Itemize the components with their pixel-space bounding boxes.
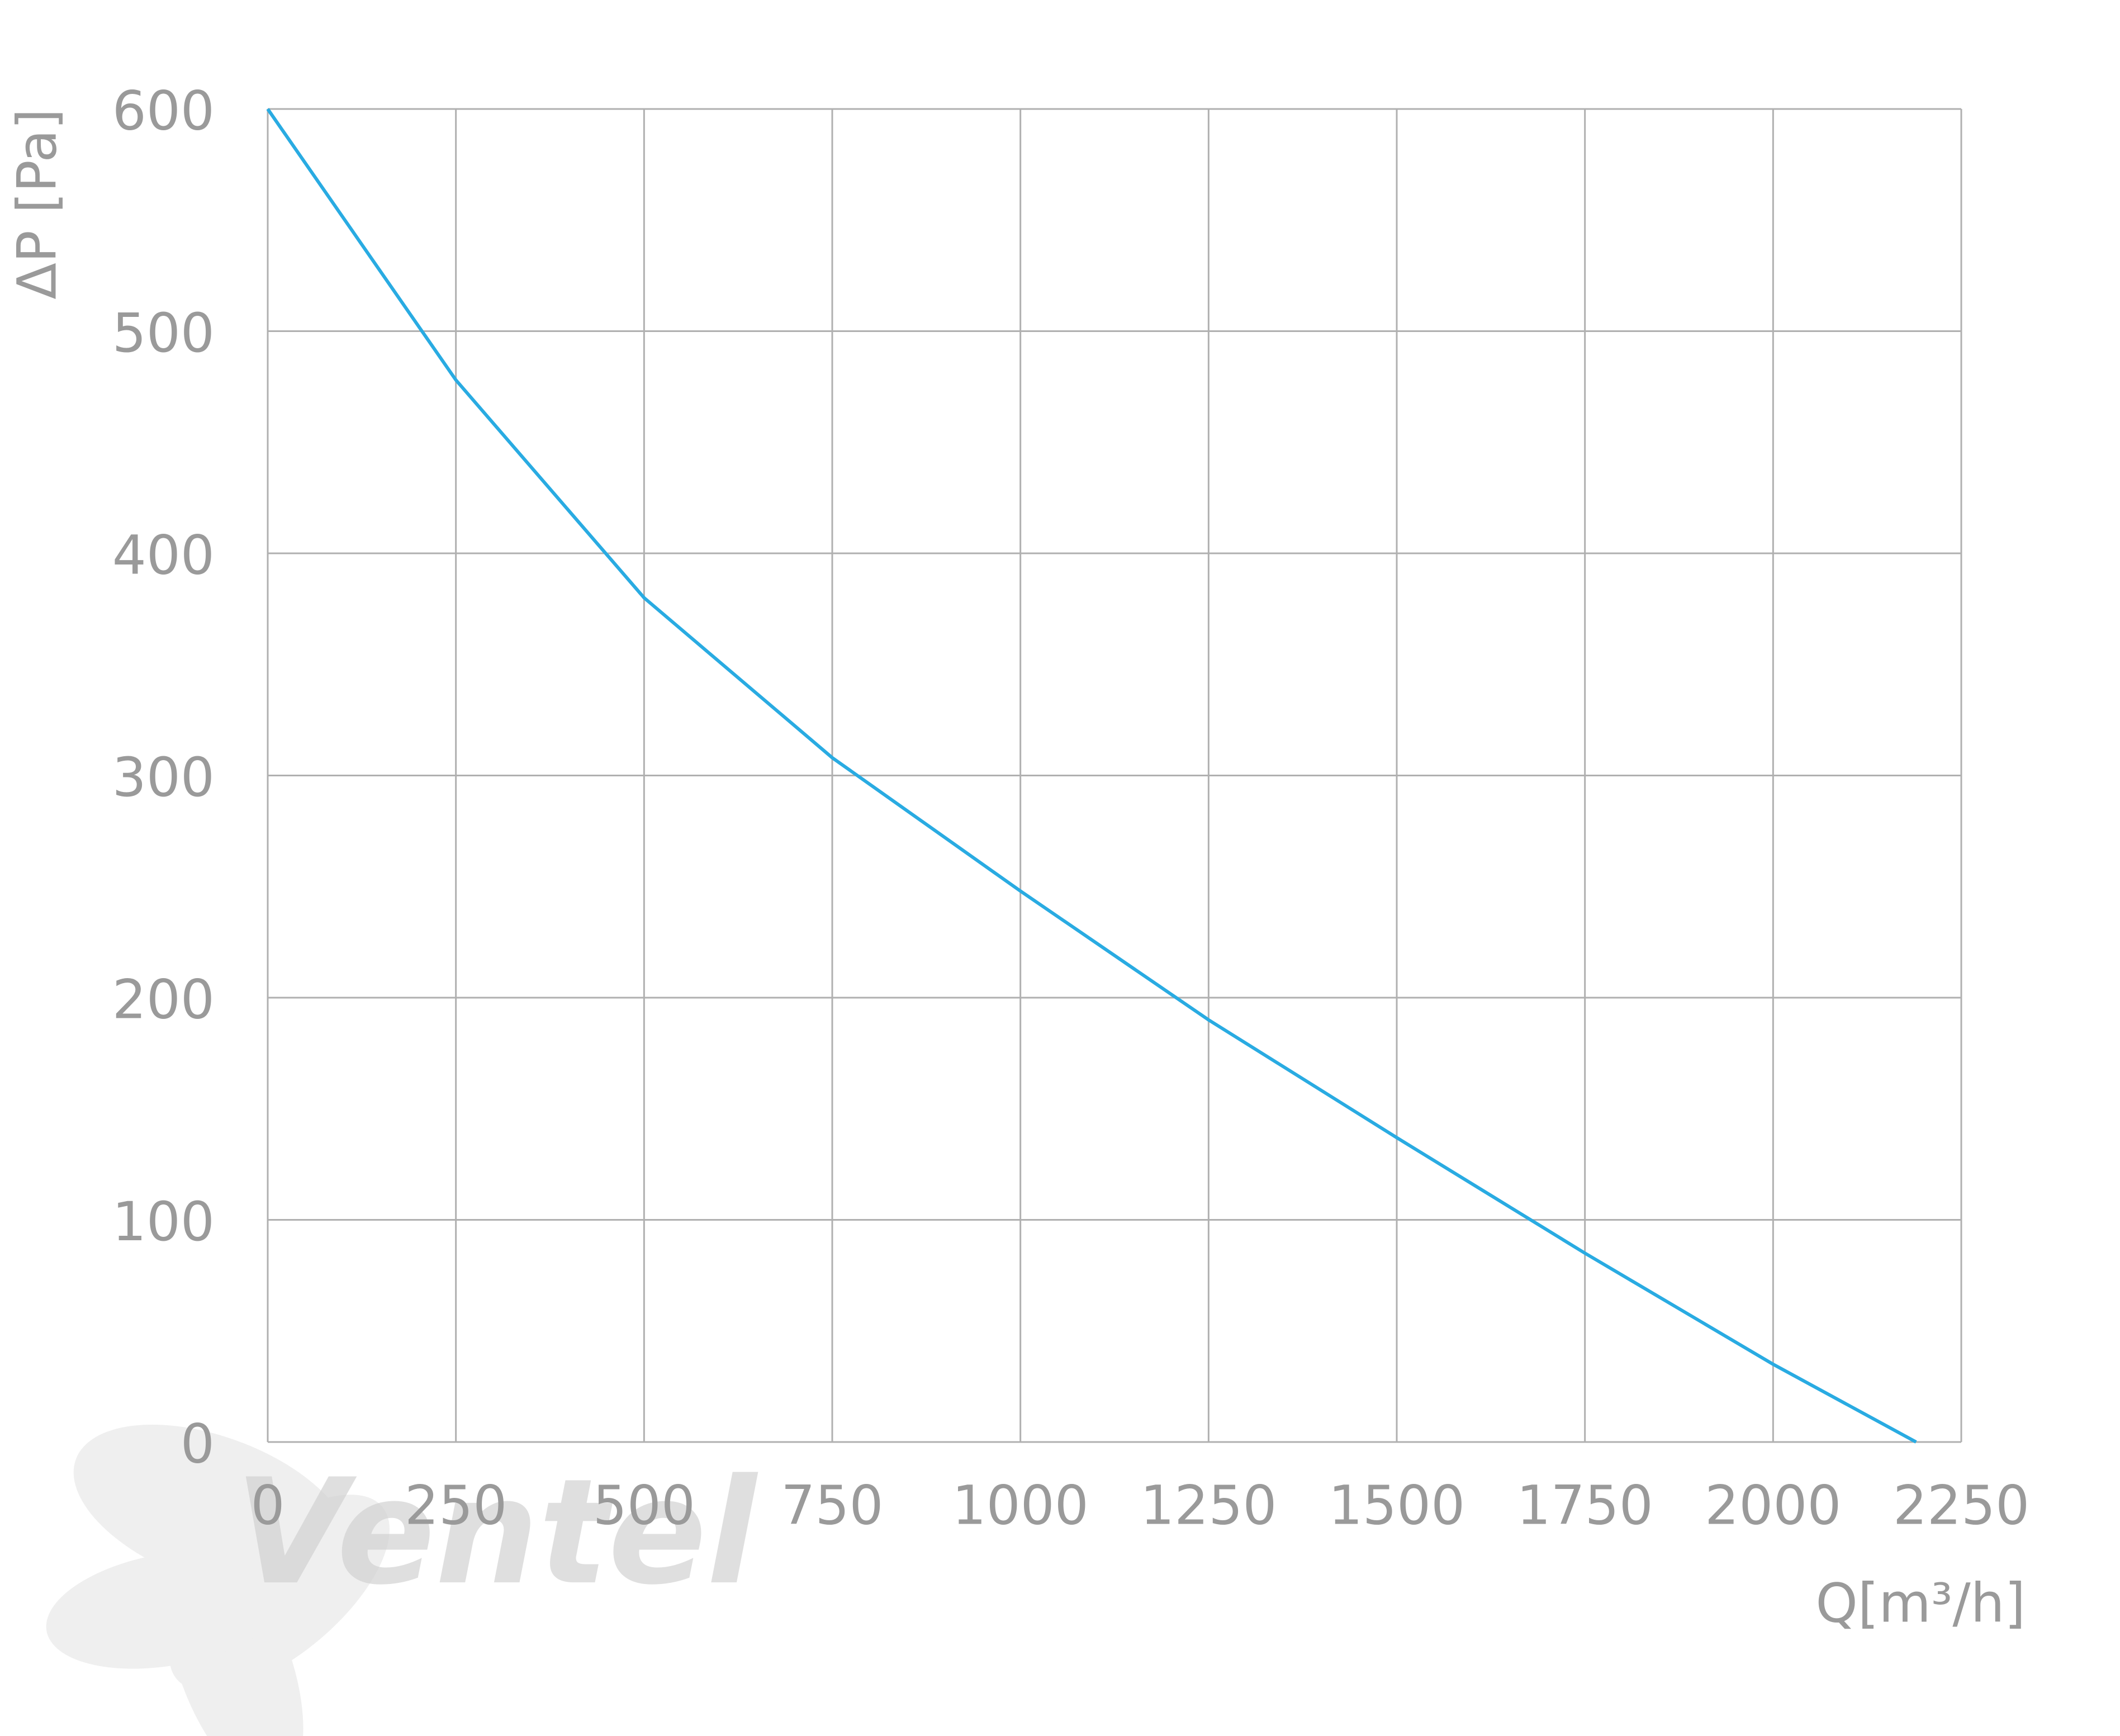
y-tick-label: 600 [112,79,215,142]
y-axis-label: ΔP [Pa] [6,108,68,299]
y-tick-label: 400 [112,524,215,586]
y-tick-label: 500 [112,302,215,364]
x-tick-label: 2000 [1705,1474,1841,1536]
x-tick-label: 250 [405,1474,507,1536]
y-tick-label: 0 [181,1412,215,1475]
y-tick-label: 200 [112,968,215,1031]
watermark-logo: Ventel [235,1448,759,1617]
x-tick-label: 1000 [952,1474,1089,1536]
y-tick-label: 300 [112,746,215,809]
x-axis-label: Q[m³/h] [1815,1572,2026,1634]
x-tick-label: 1500 [1329,1474,1465,1536]
watermark-fan [46,1424,390,1736]
curve [266,108,1917,1444]
x-tick-label: 0 [250,1474,284,1536]
x-tick-label: 750 [781,1474,883,1536]
x-tick-label: 1750 [1517,1474,1653,1536]
x-tick-label: 1250 [1140,1474,1277,1536]
x-tick-label: 500 [593,1474,695,1536]
x-tick-label: 2250 [1893,1474,2029,1536]
y-tick-label: 100 [112,1190,215,1253]
